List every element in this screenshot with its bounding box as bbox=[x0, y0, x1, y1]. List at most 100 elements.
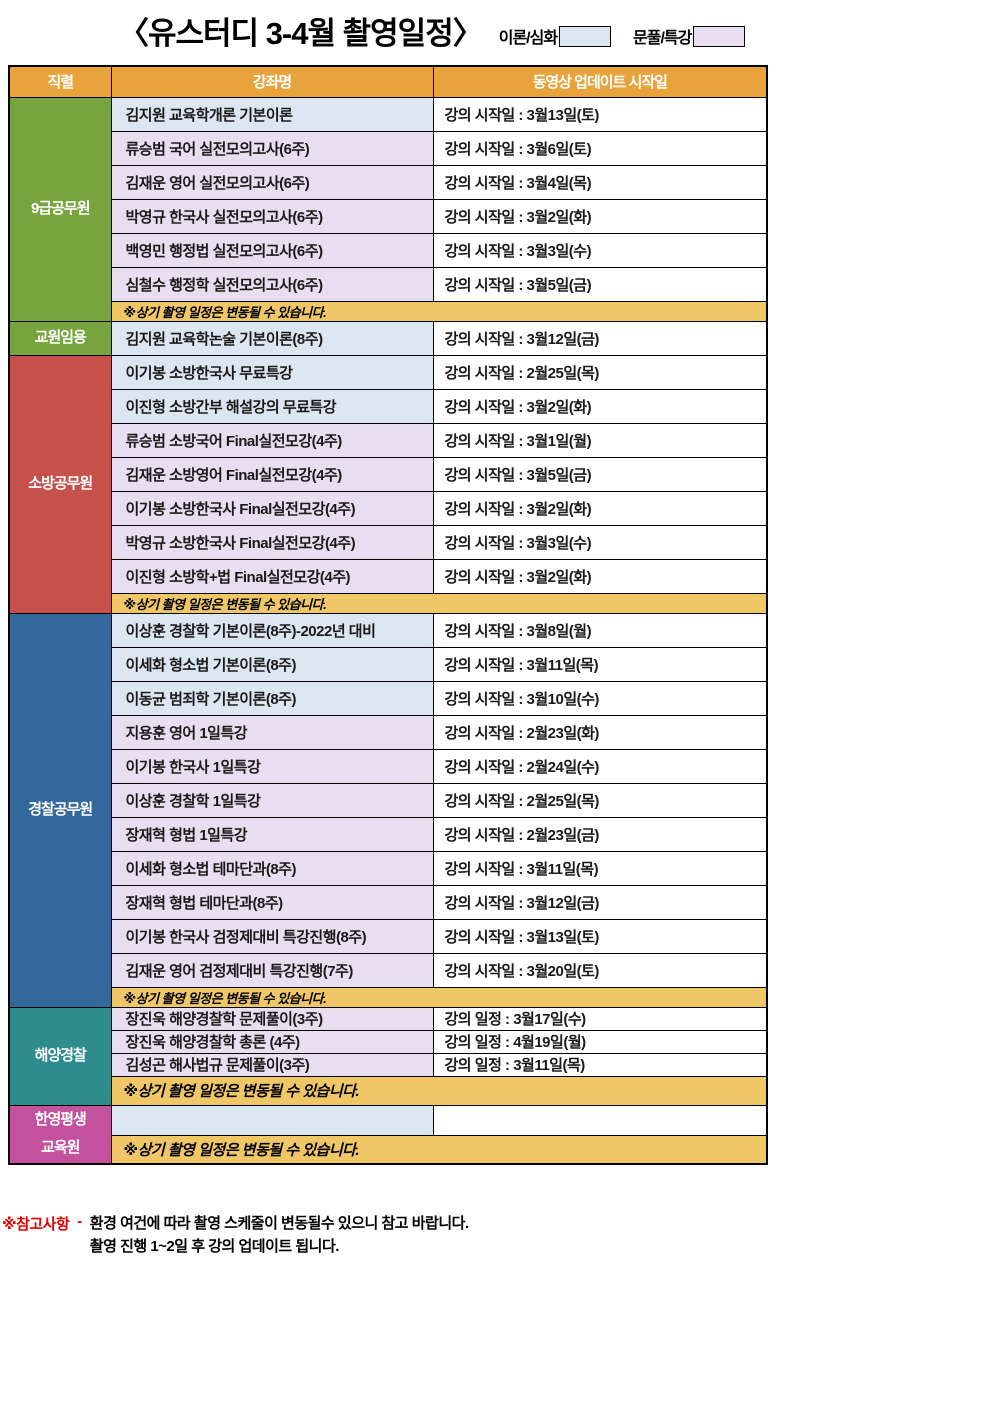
course-cell: 이진형 소방간부 해설강의 무료특강 bbox=[110, 388, 434, 424]
table-row: 경찰공무원 이상훈 경찰학 기본이론(8주)-2022년 대비 강의 시작일 : 3… bbox=[8, 612, 768, 1008]
course-cell: 이세화 형소법 테마단과(8주) bbox=[110, 850, 434, 886]
table-row: 심철수 행정학 실전모의고사(6주) 강의 시작일 : 3월5일(금) bbox=[9, 266, 768, 302]
table-row: 이세화 형소법 테마단과(8주) 강의 시작일 : 3월11일(목) bbox=[9, 850, 768, 886]
col-header-date: 동영상 업데이트 시작일 bbox=[432, 65, 768, 98]
table-row: 이상훈 경찰학 1일특강 강의 시작일 : 2월25일(목) bbox=[9, 782, 768, 818]
date-cell: 강의 시작일 : 3월12일(금) bbox=[432, 320, 768, 356]
date-cell: 강의 시작일 : 2월24일(수) bbox=[432, 748, 768, 784]
table-row: 박영규 한국사 실전모의고사(6주) 강의 시작일 : 3월2일(화) bbox=[9, 198, 768, 234]
header-row: 직렬 강좌명 동영상 업데이트 시작일 bbox=[8, 65, 768, 98]
footer-lines: 환경 여건에 따라 촬영 스케줄이 변동될수 있으니 참고 바랍니다. 촬영 진… bbox=[90, 1213, 469, 1258]
date-cell: 강의 시작일 : 3월5일(금) bbox=[432, 266, 768, 302]
legend: 이론/심화 문풀/특강 bbox=[499, 24, 746, 53]
table-row: 소방공무원 이기봉 소방한국사 무료특강 강의 시작일 : 2월25일(목) bbox=[8, 354, 768, 614]
course-cell: 박영규 소방한국사 Final실전모강(4주) bbox=[110, 524, 434, 560]
section-label-1: 교원임용 bbox=[8, 320, 112, 356]
course-cell: 이진형 소방학+법 Final실전모강(4주) bbox=[110, 558, 434, 594]
date-cell: 강의 시작일 : 3월5일(금) bbox=[432, 456, 768, 492]
course-cell: 이상훈 경찰학 1일특강 bbox=[110, 782, 434, 818]
table-row: 이기봉 한국사 1일특강 강의 시작일 : 2월24일(수) bbox=[9, 748, 768, 784]
date-cell: 강의 시작일 : 3월2일(화) bbox=[432, 558, 768, 594]
notice-cell: ※상기 촬영 일정은 변동될 수 있습니다. bbox=[110, 300, 768, 322]
legend-item-problem: 문풀/특강 bbox=[633, 24, 746, 48]
date-cell: 강의 시작일 : 3월6일(토) bbox=[432, 130, 768, 166]
notice-cell: ※상기 촬영 일정은 변동될 수 있습니다. bbox=[110, 1075, 768, 1106]
course-cell: 김재운 영어 실전모의고사(6주) bbox=[110, 164, 434, 200]
col-header-category: 직렬 bbox=[8, 65, 112, 98]
table-row: 장재혁 형법 1일특강 강의 시작일 : 2월23일(금) bbox=[9, 816, 768, 852]
table-row: 백영민 행정법 실전모의고사(6주) 강의 시작일 : 3월3일(수) bbox=[9, 232, 768, 268]
date-cell: 강의 시작일 : 2월25일(목) bbox=[432, 354, 768, 390]
date-cell: 강의 시작일 : 3월20일(토) bbox=[432, 952, 768, 988]
table-row: 이진형 소방학+법 Final실전모강(4주) 강의 시작일 : 3월2일(화) bbox=[9, 558, 768, 594]
course-cell: 장재혁 형법 테마단과(8주) bbox=[110, 884, 434, 920]
course-cell: 김지원 교육학논술 기본이론(8주) bbox=[110, 320, 434, 356]
legend-problem-swatch bbox=[693, 25, 746, 47]
date-cell: 강의 일정 : 3월17일(수) bbox=[432, 1006, 768, 1031]
footer-line2: 촬영 진행 1~2일 후 강의 업데이트 됩니다. bbox=[89, 1237, 340, 1255]
notice-row: ※상기 촬영 일정은 변동될 수 있습니다. bbox=[9, 1075, 768, 1106]
course-cell: 이동균 범죄학 기본이론(8주) bbox=[110, 680, 434, 716]
table-row: 교원임용 김지원 교육학논술 기본이론(8주) 강의 시작일 : 3월12일(금) bbox=[8, 320, 768, 356]
page-title: 〈유스터디 3-4월 촬영일정〉 bbox=[118, 16, 484, 51]
course-cell: 이기봉 한국사 1일특강 bbox=[110, 748, 434, 784]
table-row: 류승범 국어 실전모의고사(6주) 강의 시작일 : 3월6일(토) bbox=[9, 130, 768, 166]
footer-note: ※참고사항 - 환경 여건에 따라 촬영 스케줄이 변동될수 있으니 참고 바랍… bbox=[2, 1213, 992, 1258]
course-cell: 류승범 국어 실전모의고사(6주) bbox=[110, 130, 434, 166]
section-label-5: 한영평생 교육원 bbox=[8, 1104, 112, 1165]
section-label-0: 9급공무원 bbox=[8, 96, 112, 322]
table-row: 이기봉 한국사 검정제대비 특강진행(8주) 강의 시작일 : 3월13일(토) bbox=[9, 918, 768, 954]
date-cell: 강의 시작일 : 3월2일(화) bbox=[432, 388, 768, 424]
date-cell: 강의 일정 : 4월19일(월) bbox=[432, 1029, 768, 1054]
table-row: 김재운 영어 실전모의고사(6주) 강의 시작일 : 3월4일(목) bbox=[9, 164, 768, 200]
table-row: 장재혁 형법 테마단과(8주) 강의 시작일 : 3월12일(금) bbox=[9, 884, 768, 920]
course-cell: 김재운 소방영어 Final실전모강(4주) bbox=[110, 456, 434, 492]
title-row: 〈유스터디 3-4월 촬영일정〉 이론/심화 문풀/특강 bbox=[0, 0, 992, 53]
date-cell: 강의 시작일 : 3월10일(수) bbox=[432, 680, 768, 716]
course-cell: 이세화 형소법 기본이론(8주) bbox=[110, 646, 434, 682]
table-row: 김성곤 해사법규 문제풀이(3주) 강의 일정 : 3월11일(목) bbox=[9, 1052, 768, 1077]
date-cell: 강의 시작일 : 3월2일(화) bbox=[432, 198, 768, 234]
notice-cell: ※상기 촬영 일정은 변동될 수 있습니다. bbox=[110, 986, 768, 1008]
col-header-course: 강좌명 bbox=[110, 65, 434, 98]
date-cell: 강의 시작일 : 3월4일(목) bbox=[432, 164, 768, 200]
course-cell: 이기봉 소방한국사 무료특강 bbox=[110, 354, 434, 390]
section-label-2: 소방공무원 bbox=[8, 354, 112, 614]
legend-problem-label: 문풀/특강 bbox=[633, 30, 692, 47]
course-cell: 장진욱 해양경찰학 총론 (4주) bbox=[110, 1029, 434, 1054]
footer-label: ※참고사항 bbox=[2, 1216, 70, 1233]
table-row: 한영평생 교육원 bbox=[8, 1104, 768, 1165]
date-cell: 강의 시작일 : 2월23일(화) bbox=[432, 714, 768, 750]
course-cell: 박영규 한국사 실전모의고사(6주) bbox=[110, 198, 434, 234]
course-cell: 백영민 행정법 실전모의고사(6주) bbox=[110, 232, 434, 268]
table-row: 장진욱 해양경찰학 총론 (4주) 강의 일정 : 4월19일(월) bbox=[9, 1029, 768, 1054]
course-cell: 김재운 영어 검정제대비 특강진행(7주) bbox=[110, 952, 434, 988]
course-cell: 류승범 소방국어 Final실전모강(4주) bbox=[110, 422, 434, 458]
table-row: 지용훈 영어 1일특강 강의 시작일 : 2월23일(화) bbox=[9, 714, 768, 750]
table-row: 9급공무원 김지원 교육학개론 기본이론 강의 시작일 : 3월13일(토) bbox=[8, 96, 768, 322]
date-cell: 강의 시작일 : 3월13일(토) bbox=[432, 918, 768, 954]
section-label-3: 경찰공무원 bbox=[8, 612, 112, 1008]
date-cell: 강의 시작일 : 3월1일(월) bbox=[432, 422, 768, 458]
notice-row: ※상기 촬영 일정은 변동될 수 있습니다. bbox=[9, 300, 768, 322]
legend-theory-swatch bbox=[559, 25, 612, 47]
table-row: 이진형 소방간부 해설강의 무료특강 강의 시작일 : 3월2일(화) bbox=[9, 388, 768, 424]
date-cell: 강의 시작일 : 3월13일(토) bbox=[432, 96, 768, 132]
table-row: 이동균 범죄학 기본이론(8주) 강의 시작일 : 3월10일(수) bbox=[9, 680, 768, 716]
course-cell: 김지원 교육학개론 기본이론 bbox=[110, 96, 434, 132]
date-cell: 강의 시작일 : 3월8일(월) bbox=[432, 612, 768, 648]
course-cell: 심철수 행정학 실전모의고사(6주) bbox=[110, 266, 434, 302]
notice-row: ※상기 촬영 일정은 변동될 수 있습니다. bbox=[9, 986, 768, 1008]
legend-theory-label: 이론/심화 bbox=[498, 30, 558, 47]
section-label-4: 해양경찰 bbox=[8, 1006, 112, 1106]
table-row: 류승범 소방국어 Final실전모강(4주) 강의 시작일 : 3월1일(월) bbox=[9, 422, 768, 458]
course-cell: 장진욱 해양경찰학 문제풀이(3주) bbox=[110, 1006, 434, 1031]
date-cell: 강의 시작일 : 3월11일(목) bbox=[432, 646, 768, 682]
date-cell: 강의 시작일 : 3월3일(수) bbox=[432, 232, 768, 268]
footer-line1: 환경 여건에 따라 촬영 스케줄이 변동될수 있으니 참고 바랍니다. bbox=[89, 1215, 469, 1232]
schedule-table: 직렬 강좌명 동영상 업데이트 시작일 9급공무원 김지원 교육학개론 기본이론 강… bbox=[8, 65, 768, 1165]
notice-row: ※상기 촬영 일정은 변동될 수 있습니다. bbox=[9, 592, 768, 614]
table-row: 이기봉 소방한국사 Final실전모강(4주) 강의 시작일 : 3월2일(화) bbox=[9, 490, 768, 526]
date-cell: 강의 일정 : 3월11일(목) bbox=[432, 1052, 768, 1077]
date-cell: 강의 시작일 : 3월3일(수) bbox=[432, 524, 768, 560]
